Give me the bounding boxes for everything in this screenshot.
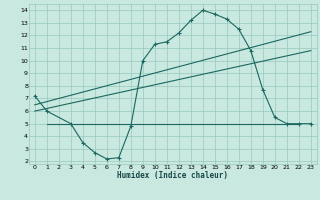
X-axis label: Humidex (Indice chaleur): Humidex (Indice chaleur): [117, 171, 228, 180]
